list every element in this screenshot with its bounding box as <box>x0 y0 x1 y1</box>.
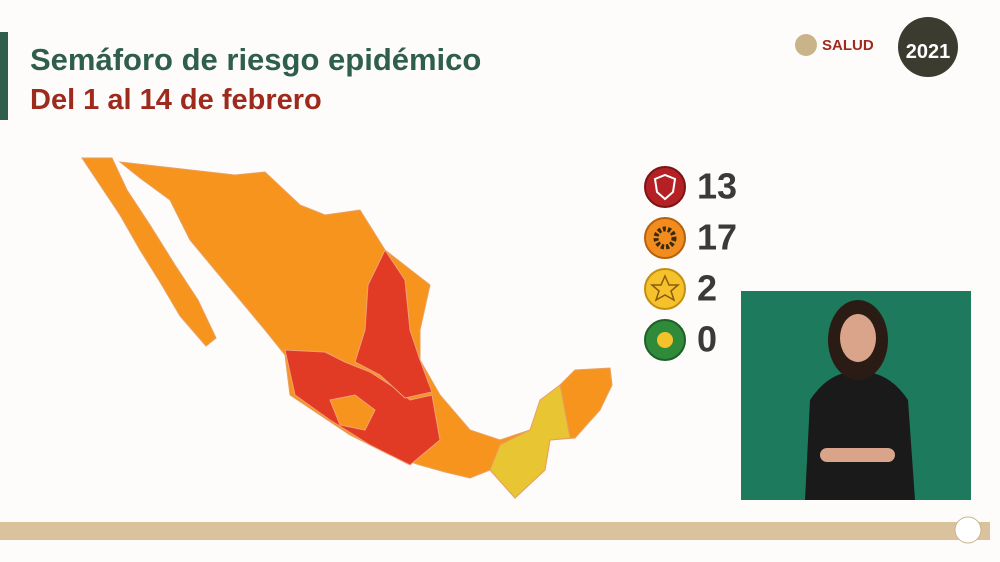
year-logo: 2021 <box>906 41 951 63</box>
icon-red <box>644 166 686 208</box>
legend: 13 17 2 0 <box>644 166 737 361</box>
footer-logo <box>954 516 982 544</box>
count-green: 0 <box>697 319 717 360</box>
icon-star <box>649 274 681 302</box>
map-baja <box>81 157 217 347</box>
salud-logo: SALUD <box>822 37 874 54</box>
subtitle: Del 1 al 14 de febrero <box>30 84 322 116</box>
salud-emblem <box>795 34 817 56</box>
count-red: 13 <box>697 166 737 207</box>
accent-bar <box>0 32 8 120</box>
icon-gear <box>653 226 677 250</box>
count-yellow: 2 <box>697 268 717 309</box>
interpreter-hands <box>820 448 895 462</box>
map-orange-center <box>329 394 376 431</box>
count-orange: 17 <box>697 217 737 258</box>
icon-sun <box>657 332 673 348</box>
icon-shield <box>653 173 677 201</box>
map <box>81 157 613 499</box>
year-emblem <box>898 17 958 77</box>
interpreter-video <box>741 291 971 500</box>
icon-yellow <box>644 268 686 310</box>
icon-orange <box>644 217 686 259</box>
map-yellow <box>489 384 571 499</box>
map-red-north <box>354 248 433 399</box>
title: Semáforo de riesgo epidémico <box>30 42 481 77</box>
interpreter-body <box>805 371 915 500</box>
footer-stripe <box>0 522 990 540</box>
interpreter-face <box>840 314 876 362</box>
